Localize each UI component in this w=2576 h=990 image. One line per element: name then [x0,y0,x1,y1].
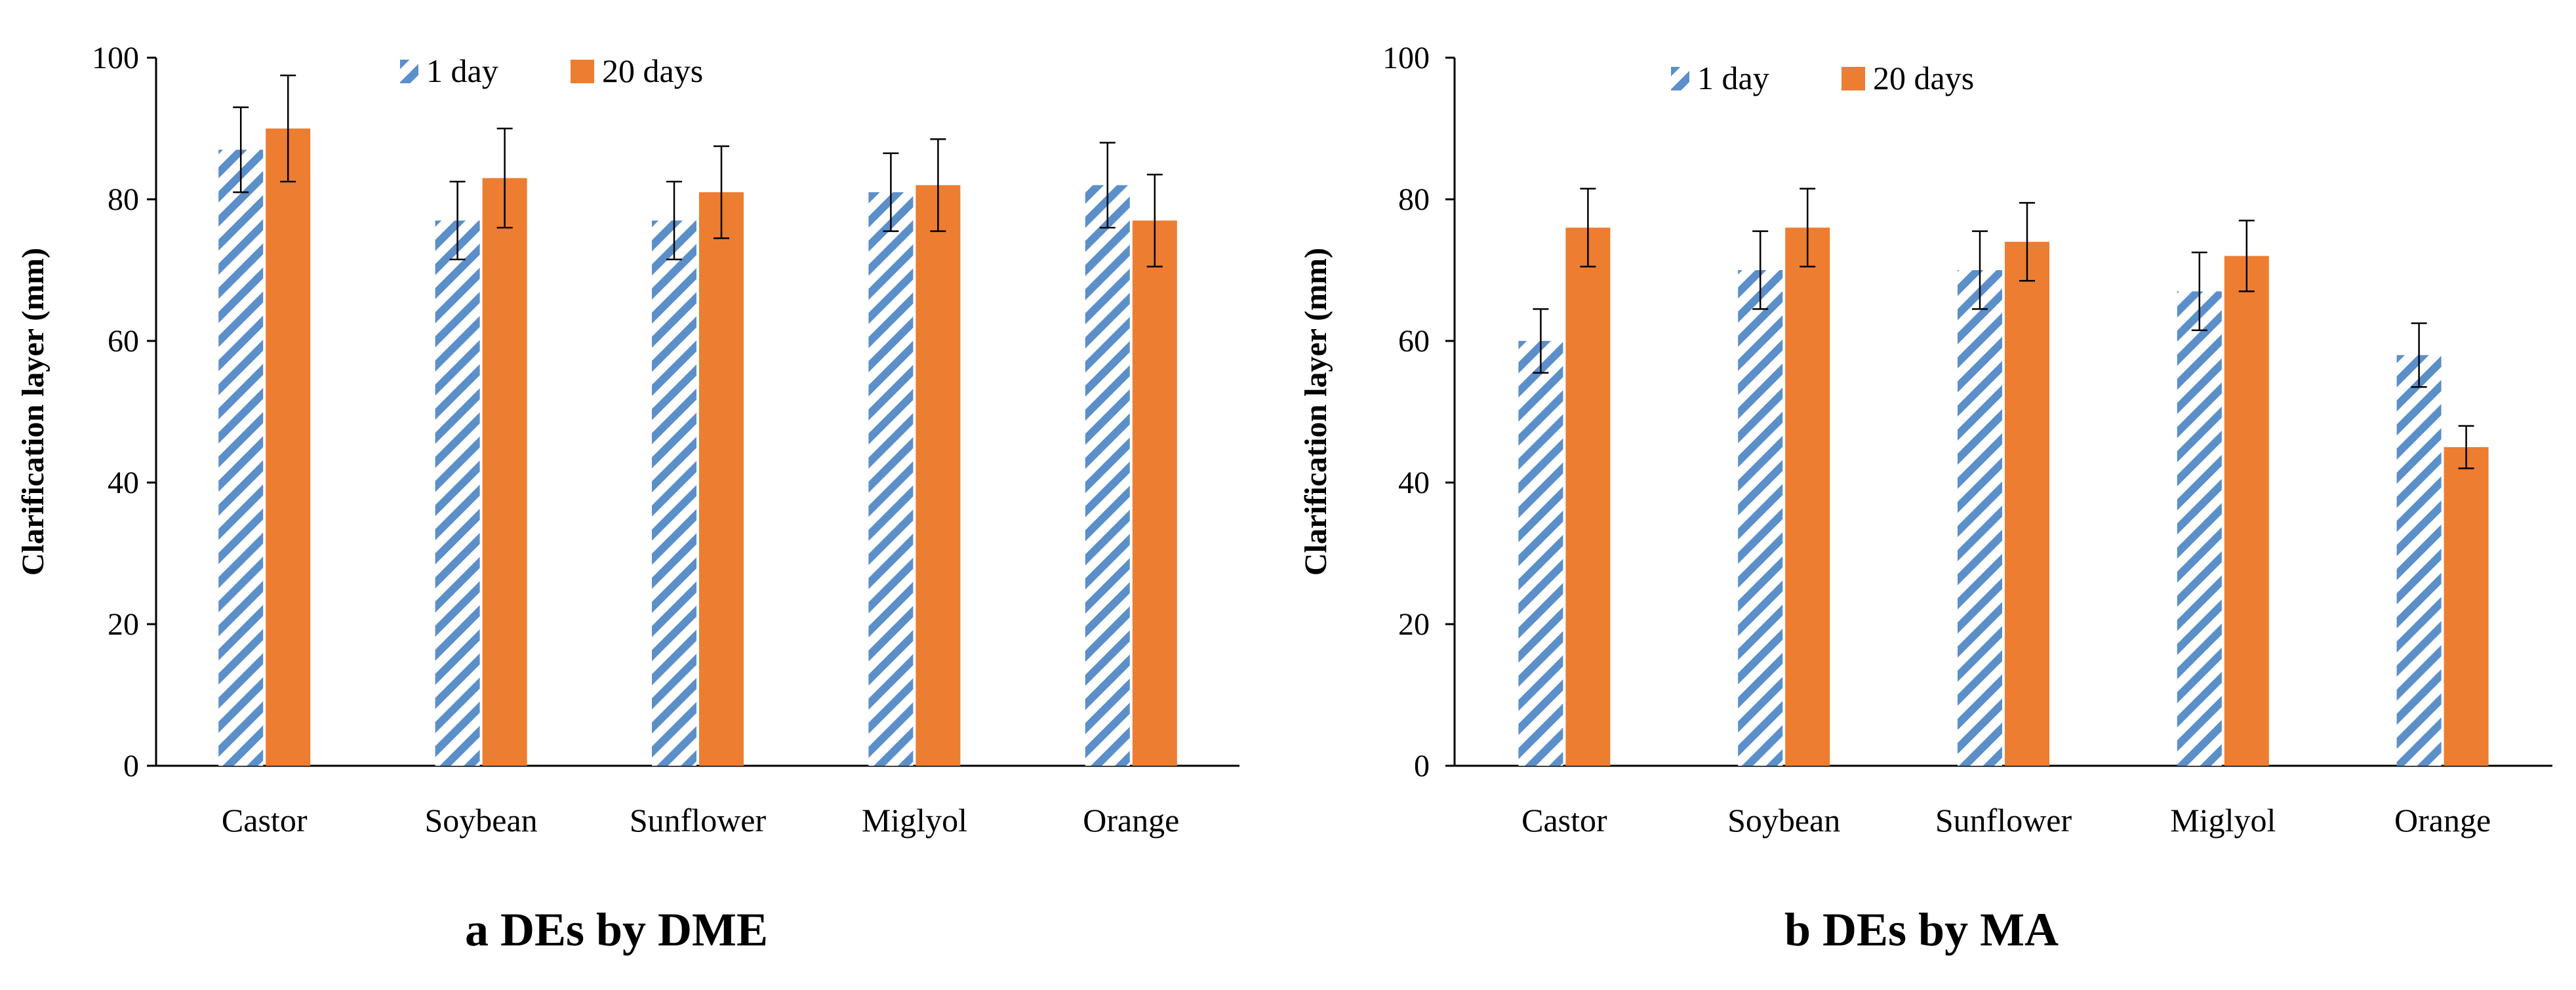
x-tick-label: Castor [222,802,308,839]
error-bar [1972,230,1988,310]
bar-20-days-miglyol [916,185,961,766]
bar-20-days-castor [266,129,311,766]
x-tick-label: Sunflower [630,802,767,839]
legend-swatch [571,60,594,83]
legend-swatch [400,60,418,83]
y-tick-label: 40 [108,465,139,500]
error-bar [2191,251,2207,332]
bar-1-day-castor [218,149,264,766]
error-bar [666,180,682,261]
y-tick-label: 20 [1398,607,1430,642]
legend-swatch [1671,67,1689,90]
y-tick-label: 100 [92,41,139,75]
bar-1-day-sunflower [1958,270,2002,766]
error-bar [1800,188,1816,267]
error-bar [883,152,899,232]
x-tick-label: Soybean [1727,802,1840,839]
y-tick-label: 40 [1398,465,1430,500]
x-tick-label: Miglyol [862,802,967,839]
error-bar [233,106,249,193]
error-bar [2238,220,2255,292]
y-tick-label: 60 [108,324,139,359]
bar-20-days-sunflower [699,192,744,766]
error-bar [930,138,946,232]
error-bar [1580,188,1596,267]
bar-20-days-castor [1565,228,1611,766]
legend-label: 20 days [1873,60,1974,96]
error-bar [2458,425,2474,469]
y-tick-label: 20 [108,607,139,642]
x-tick-label: Soybean [424,802,537,839]
legend-label: 1 day [426,52,498,89]
chart-panel-b: 0 20 40 60 80 100 Clarification layer (mm) Cast… [1298,41,2552,956]
error-bar [449,180,466,261]
error-bar [714,145,729,239]
legend-label: 20 days [602,52,703,89]
bar-1-day-soybean [1738,270,1783,766]
x-tick-label: Orange [1083,802,1179,839]
x-tick-label: Sunflower [1935,802,2072,839]
bar-1-day-orange [2396,355,2442,766]
x-tick-label: Miglyol [2170,802,2276,839]
y-tick-label: 80 [108,182,139,217]
error-bar [2411,322,2427,388]
error-bar [1146,173,1163,267]
x-tick-label: Orange [2394,802,2491,839]
legend: 1 day 20 days [400,52,703,89]
error-bar [280,74,296,183]
chart-panel-a: 0 20 40 60 80 100 Clarification layer (mm) Cast… [16,41,1239,956]
y-tick-label: 0 [1414,749,1430,783]
bar-1-day-soybean [435,220,480,766]
legend: 1 day 20 days [1671,60,1974,96]
bar-1-day-castor [1518,341,1563,766]
y-tick-label: 100 [1382,41,1430,75]
bar-1-day-miglyol [868,192,914,766]
error-bar [1752,230,1769,310]
y-tick-label: 0 [123,749,139,783]
bar-20-days-soybean [482,178,527,766]
bar-1-day-orange [1085,185,1130,766]
x-tick-label: Castor [1521,802,1607,839]
bar-20-days-orange [1132,220,1177,766]
bar-1-day-sunflower [652,220,696,766]
y-tick-label: 60 [1398,324,1430,359]
y-axis-title: Clarification layer (mm) [16,248,50,576]
y-axis-title: Clarification layer (mm) [1298,248,1333,576]
error-bar [2019,202,2035,282]
bar-1-day-miglyol [2177,291,2222,766]
error-bar [1099,142,1116,229]
legend-swatch [1841,67,1865,90]
legend-label: 1 day [1697,60,1769,96]
panel-caption: a DEs by DME [465,903,768,956]
bar-20-days-sunflower [2005,241,2049,766]
y-tick-label: 80 [1398,182,1430,217]
bar-20-days-orange [2444,447,2489,766]
error-bar [496,127,513,229]
error-bar [1533,308,1549,374]
bar-20-days-miglyol [2224,256,2269,766]
panel-caption: b DEs by MA [1784,903,2059,956]
bar-20-days-soybean [1785,228,1830,766]
